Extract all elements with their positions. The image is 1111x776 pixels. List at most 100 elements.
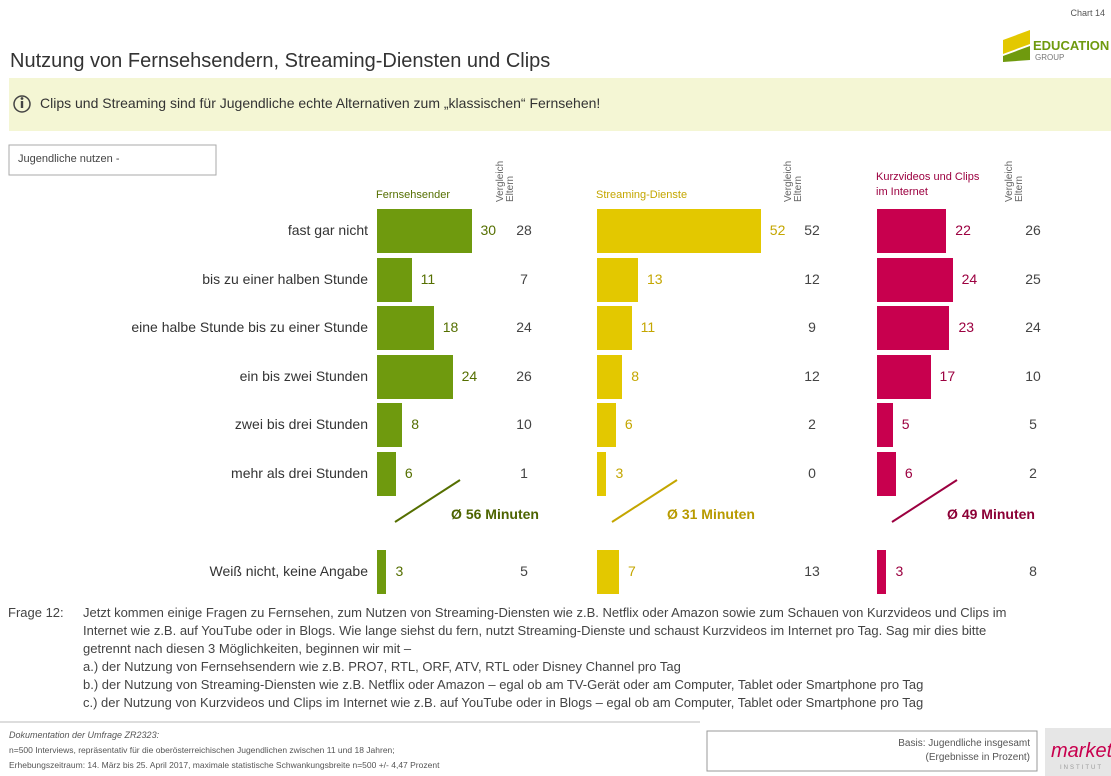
value-label: 6: [904, 465, 913, 481]
value-label: 24: [461, 367, 478, 384]
value-label: 13: [646, 270, 663, 287]
bar: [597, 550, 620, 594]
note-box: [9, 78, 1111, 131]
bar: [377, 209, 472, 253]
average-label: Ø 56 Minuten: [451, 506, 539, 522]
doc-line: Erhebungszeitraum: 14. März bis 25. Apri…: [9, 760, 440, 770]
value-label: 8: [411, 416, 419, 433]
value-label: 52: [769, 222, 786, 238]
compare-value: 28: [516, 222, 532, 238]
compare-value: 2: [808, 416, 816, 433]
bar: [597, 257, 638, 302]
compare-value: 12: [804, 270, 820, 287]
title: Nutzung von Fernsehsendern, Streaming-Di…: [10, 50, 551, 72]
average-line: [891, 479, 958, 523]
value-label: 8: [631, 367, 639, 384]
bar: [877, 354, 931, 399]
category-label: Weiß nicht, keine Angabe: [209, 563, 368, 579]
compare-value: 12: [804, 367, 820, 384]
compare-value: 26: [516, 367, 532, 384]
value-label: 18: [442, 319, 459, 336]
bar: [877, 452, 896, 496]
brand-box: [1045, 728, 1111, 776]
compare-value: 13: [804, 563, 820, 579]
doc-line: n=500 Interviews, repräsentativ für die …: [9, 745, 395, 755]
average-label: Ø 49 Minuten: [947, 506, 1035, 522]
basis-box: [706, 730, 1038, 772]
bar: [377, 354, 453, 399]
basis-line: (Ergebnisse in Prozent): [925, 752, 1031, 763]
value-label: 3: [395, 563, 404, 579]
bar: [597, 209, 761, 253]
bar: [877, 403, 893, 448]
info-icon: [20, 101, 24, 108]
category-label: zwei bis drei Stunden: [234, 416, 368, 433]
value-label: 22: [955, 222, 971, 238]
average-line: [611, 479, 678, 523]
bar: [877, 306, 950, 351]
compare-header: Vergleich Eltern: [1004, 160, 1025, 202]
question-line: getrennt nach diesen 3 Möglichkeiten, be…: [83, 641, 412, 656]
logo-shape: [1003, 30, 1030, 54]
bar: [877, 257, 953, 302]
bar: [377, 452, 396, 496]
compare-value: 9: [808, 319, 816, 336]
logo-text: GROUP: [1035, 53, 1065, 62]
compare-value: 52: [804, 222, 820, 238]
compare-value: 7: [520, 270, 528, 287]
logo-text: EDUCATION: [1033, 38, 1110, 53]
compare-value: 24: [516, 319, 532, 336]
bar: [597, 403, 616, 448]
compare-value: 25: [1025, 270, 1041, 287]
question-label: Frage 12:: [8, 605, 64, 620]
compare-value: 2: [1029, 465, 1037, 481]
series-name: Streaming-Dienste: [596, 189, 688, 201]
note: Clips und Streaming sind für Jugendliche…: [40, 95, 601, 111]
question-line: c.) der Nutzung von Kurzvideos und Clips…: [83, 695, 924, 710]
value-label: 5: [901, 416, 910, 433]
value-label: 3: [615, 465, 624, 481]
bar: [377, 403, 403, 448]
info-icon: [20, 97, 24, 100]
compare-value: 5: [1029, 416, 1037, 433]
doc-title: Dokumentation der Umfrage ZR2323:: [9, 730, 160, 740]
basis-line: Basis: Jugendliche insgesamt: [898, 738, 1030, 749]
question-line: Internet wie z.B. auf YouTube oder in Bl…: [83, 623, 987, 638]
bar: [597, 354, 623, 399]
value-label: 23: [958, 319, 975, 336]
series-name: Fernsehsender: [376, 189, 450, 201]
bar: [377, 306, 434, 351]
value-label: 3: [895, 563, 904, 579]
compare-value: 10: [516, 416, 532, 433]
logo-shape: [1003, 46, 1030, 62]
compare-header: Vergleich Eltern: [495, 160, 516, 202]
compare-value: 26: [1025, 222, 1041, 238]
bar: [597, 306, 632, 351]
category-label: mehr als drei Stunden: [231, 465, 368, 481]
value-label: 17: [939, 367, 956, 384]
value-label: 11: [420, 270, 436, 287]
compare-value: 24: [1025, 319, 1041, 336]
compare-value: 0: [808, 465, 816, 481]
series-name: Kurzvideos und Clips im Internet: [876, 171, 980, 198]
category-label: bis zu einer halben Stunde: [202, 270, 368, 287]
value-label: 24: [961, 270, 978, 287]
value-label: 6: [404, 465, 413, 481]
compare-value: 8: [1029, 563, 1037, 579]
compare-value: 10: [1025, 367, 1041, 384]
chart-label: Chart 14: [1070, 8, 1105, 18]
value-label: 6: [624, 416, 633, 433]
question-line: Jetzt kommen einige Fragen zu Fernsehen,…: [83, 605, 1007, 620]
bar: [377, 550, 387, 594]
value-label: 11: [640, 319, 656, 336]
brand: market: [1051, 740, 1111, 762]
value-label: 30: [480, 222, 497, 238]
compare-value: 5: [520, 563, 528, 579]
compare-header: Vergleich Eltern: [783, 160, 804, 202]
value-label: 7: [628, 563, 636, 579]
category-label: ein bis zwei Stunden: [239, 367, 368, 384]
bar: [597, 452, 607, 496]
info-icon: [13, 95, 31, 113]
